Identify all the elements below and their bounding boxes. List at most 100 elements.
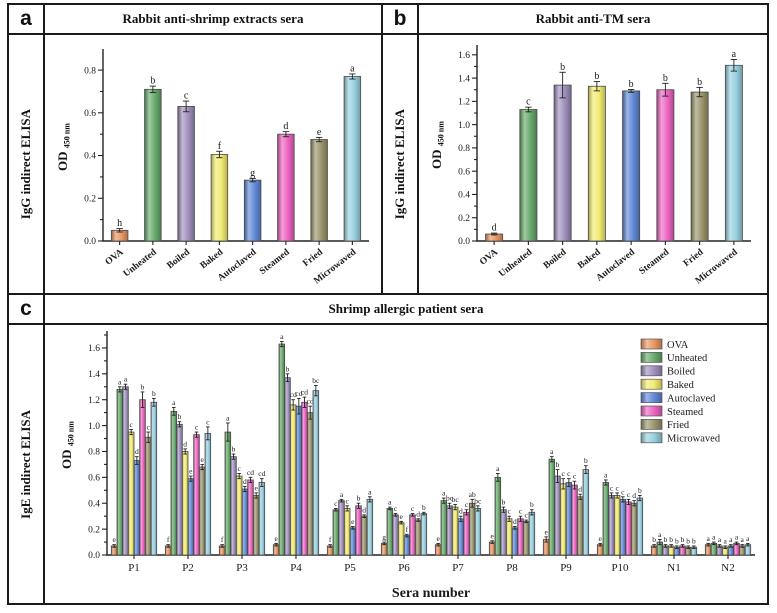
svg-text:a: a bbox=[388, 498, 392, 507]
svg-text:a: a bbox=[735, 533, 739, 542]
svg-text:c: c bbox=[519, 507, 523, 516]
svg-text:P10: P10 bbox=[611, 562, 629, 574]
svg-text:Fried: Fried bbox=[682, 247, 706, 269]
svg-text:d: d bbox=[283, 121, 288, 132]
svg-text:cd: cd bbox=[295, 389, 302, 398]
svg-text:N2: N2 bbox=[721, 562, 734, 574]
svg-text:cd: cd bbox=[247, 468, 254, 477]
svg-text:b: b bbox=[178, 412, 182, 421]
svg-text:c: c bbox=[526, 97, 531, 108]
svg-text:d: d bbox=[416, 509, 420, 518]
svg-text:a: a bbox=[226, 414, 230, 423]
svg-text:0.6: 0.6 bbox=[458, 167, 470, 177]
svg-text:a: a bbox=[658, 530, 662, 539]
svg-text:cd: cd bbox=[290, 390, 297, 399]
svg-text:a: a bbox=[340, 490, 344, 499]
svg-text:1.2: 1.2 bbox=[88, 396, 100, 406]
svg-text:c: c bbox=[525, 511, 529, 520]
svg-text:Baked: Baked bbox=[199, 247, 226, 271]
svg-text:N1: N1 bbox=[667, 562, 680, 574]
svg-text:Steamed: Steamed bbox=[258, 247, 292, 277]
svg-text:b: b bbox=[652, 535, 656, 544]
svg-text:cd: cd bbox=[301, 388, 308, 397]
svg-text:e: e bbox=[189, 467, 193, 476]
svg-text:0.4: 0.4 bbox=[88, 499, 100, 509]
svg-text:b: b bbox=[675, 536, 679, 545]
svg-text:Unheated: Unheated bbox=[497, 247, 534, 279]
svg-text:b: b bbox=[638, 486, 642, 495]
svg-text:e: e bbox=[490, 531, 494, 540]
svg-text:a: a bbox=[746, 534, 750, 543]
elisa-figure: a Rabbit anti-shrimp extracts sera IgG i… bbox=[7, 3, 769, 605]
svg-text:a: a bbox=[741, 535, 745, 544]
svg-text:b: b bbox=[530, 500, 534, 509]
svg-text:a: a bbox=[712, 533, 716, 542]
svg-text:e: e bbox=[598, 534, 602, 543]
svg-text:c: c bbox=[615, 483, 619, 492]
svg-text:a: a bbox=[496, 464, 500, 473]
svg-text:b: b bbox=[286, 364, 290, 373]
svg-text:a: a bbox=[604, 470, 608, 479]
svg-text:a: a bbox=[368, 487, 372, 496]
svg-text:e: e bbox=[201, 455, 205, 464]
svg-text:a: a bbox=[118, 377, 122, 386]
panel-a-title: Rabbit anti-shrimp extracts sera bbox=[122, 11, 304, 26]
svg-text:Boiled: Boiled bbox=[165, 247, 192, 271]
svg-text:d: d bbox=[632, 491, 636, 500]
svg-text:bc: bc bbox=[312, 376, 320, 385]
svg-text:c: c bbox=[610, 483, 614, 492]
svg-text:P2: P2 bbox=[182, 562, 194, 574]
svg-text:e: e bbox=[544, 527, 548, 536]
svg-text:d: d bbox=[492, 223, 497, 234]
panel-c-letter: c bbox=[9, 295, 45, 323]
svg-text:c: c bbox=[573, 472, 577, 481]
svg-text:OVA: OVA bbox=[478, 247, 500, 267]
svg-text:b: b bbox=[232, 445, 236, 454]
svg-text:0.6: 0.6 bbox=[84, 109, 96, 119]
panel-a-row-label: IgG indirect ELISA bbox=[18, 108, 33, 220]
svg-text:c: c bbox=[195, 423, 199, 432]
svg-text:0.4: 0.4 bbox=[84, 152, 96, 162]
panel-a-letter: a bbox=[9, 5, 45, 33]
svg-text:b: b bbox=[629, 79, 634, 90]
svg-text:Boiled: Boiled bbox=[542, 247, 569, 271]
svg-text:b: b bbox=[664, 535, 668, 544]
svg-text:b: b bbox=[502, 498, 506, 507]
svg-text:P5: P5 bbox=[344, 562, 356, 574]
svg-text:d: d bbox=[183, 439, 187, 448]
svg-text:OVA: OVA bbox=[667, 340, 689, 351]
svg-text:a: a bbox=[442, 489, 446, 498]
svg-text:1.6: 1.6 bbox=[88, 344, 100, 354]
svg-text:1.2: 1.2 bbox=[458, 98, 470, 108]
panel-b-sidebar: IgG indirect ELISA bbox=[383, 35, 419, 293]
svg-text:c: c bbox=[345, 496, 349, 505]
panel-a: a Rabbit anti-shrimp extracts sera IgG i… bbox=[9, 5, 383, 293]
svg-text:Autoclaved: Autoclaved bbox=[667, 393, 716, 404]
svg-text:c: c bbox=[129, 420, 133, 429]
svg-text:c: c bbox=[184, 91, 189, 102]
svg-text:Steamed: Steamed bbox=[638, 247, 672, 277]
svg-text:g: g bbox=[250, 168, 255, 179]
svg-text:a: a bbox=[550, 447, 554, 456]
svg-text:c: c bbox=[147, 423, 151, 432]
svg-text:c: c bbox=[507, 507, 511, 516]
svg-text:b: b bbox=[152, 389, 156, 398]
svg-text:Microwaved: Microwaved bbox=[667, 434, 721, 445]
svg-text:d: d bbox=[459, 507, 463, 516]
svg-text:d: d bbox=[243, 477, 247, 486]
svg-text:0.8: 0.8 bbox=[88, 448, 100, 458]
panel-c: c Shrimp allergic patient sera IgE indir… bbox=[9, 295, 767, 603]
svg-text:b: b bbox=[692, 536, 696, 545]
svg-text:e: e bbox=[112, 535, 116, 544]
svg-text:1.4: 1.4 bbox=[88, 370, 100, 380]
svg-text:ab: ab bbox=[469, 490, 476, 499]
svg-text:Baked: Baked bbox=[667, 380, 695, 391]
svg-text:P9: P9 bbox=[560, 562, 572, 574]
svg-text:a: a bbox=[723, 536, 727, 545]
svg-text:a: a bbox=[732, 49, 737, 60]
svg-text:0.8: 0.8 bbox=[84, 66, 96, 76]
svg-text:e: e bbox=[274, 534, 278, 543]
svg-text:d: d bbox=[578, 485, 582, 494]
